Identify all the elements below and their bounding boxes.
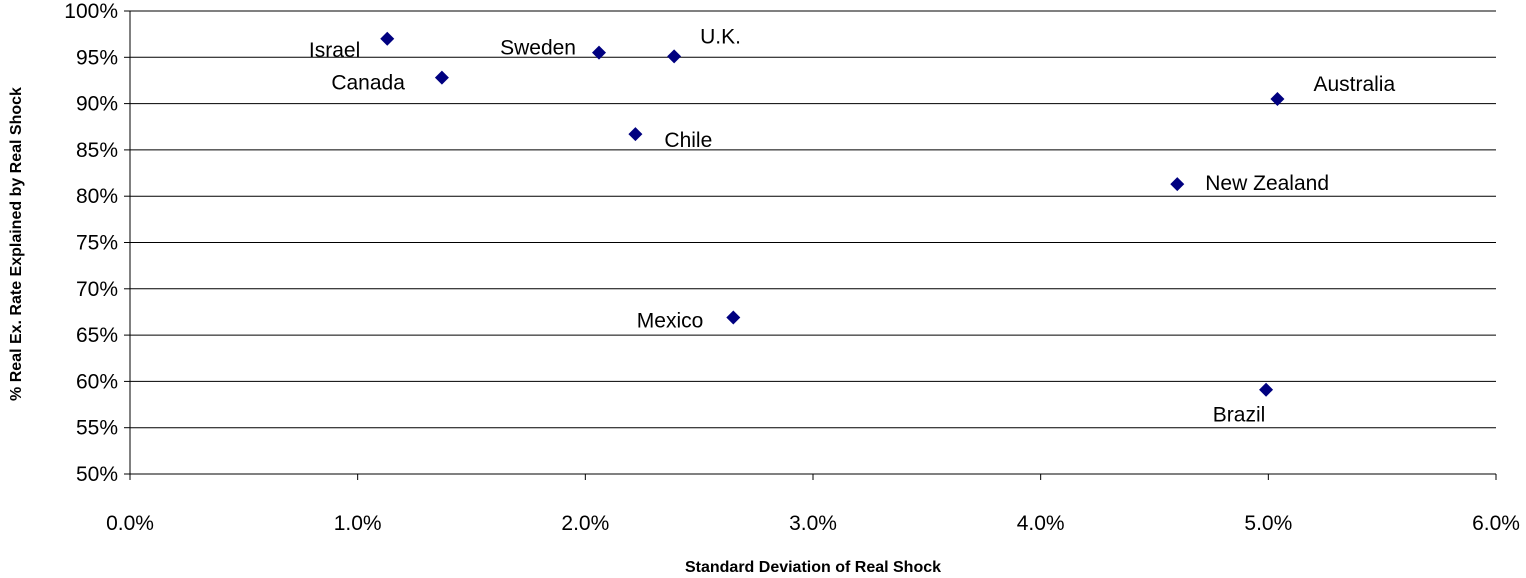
data-point-label: Australia	[1313, 73, 1395, 96]
y-tick-label: 75%	[76, 232, 118, 255]
data-point-marker	[1270, 91, 1285, 106]
x-tick-labels: 0.0% 1.0% 2.0% 3.0% 4.0% 5.0% 6.0%	[106, 512, 1520, 535]
x-tick-label: 4.0%	[1017, 512, 1065, 535]
data-point-label: Sweden	[500, 37, 576, 60]
data-point-marker	[591, 45, 606, 60]
y-tick-label: 85%	[76, 139, 118, 162]
data-point-marker	[380, 31, 395, 46]
data-point-marker	[1259, 382, 1274, 397]
data-point-label: Brazil	[1213, 404, 1266, 427]
data-point-label: U.K.	[700, 25, 741, 48]
x-tick-label: 5.0%	[1244, 512, 1292, 535]
data-point-label: Canada	[331, 72, 405, 95]
data-point-marker	[1170, 177, 1185, 192]
data-point-label: New Zealand	[1205, 172, 1329, 195]
x-tick-label: 6.0%	[1472, 512, 1520, 535]
y-tick-label: 80%	[76, 185, 118, 208]
data-point-marker	[628, 127, 643, 142]
y-tick-label: 90%	[76, 93, 118, 116]
y-tick-labels: 50% 55% 60% 65% 70% 75% 80% 85% 90% 95% 100%	[64, 0, 118, 486]
data-point-marker	[434, 70, 449, 85]
x-tick-label: 0.0%	[106, 512, 154, 535]
point-labels: Israel Canada Sweden U.K. Chile Mexico New Zea…	[309, 25, 1396, 426]
data-point-label: Chile	[664, 129, 712, 152]
y-axis-title: % Real Ex. Rate Explained by Real Shock	[8, 87, 25, 401]
y-tick-label: 70%	[76, 278, 118, 301]
axes	[124, 10, 1497, 480]
data-point-marker	[667, 49, 682, 64]
data-point-label: Mexico	[637, 310, 704, 333]
y-tick-label: 60%	[76, 370, 118, 393]
y-tick-label: 50%	[76, 463, 118, 486]
x-tick-label: 1.0%	[334, 512, 382, 535]
y-tick-label: 95%	[76, 46, 118, 69]
data-points	[380, 31, 1285, 397]
x-tick-label: 2.0%	[561, 512, 609, 535]
y-tick-label: 55%	[76, 417, 118, 440]
y-tick-label: 65%	[76, 324, 118, 347]
data-point-label: Israel	[309, 39, 360, 62]
y-tick-label: 100%	[64, 0, 118, 23]
x-axis-title: Standard Deviation of Real Shock	[685, 559, 941, 576]
gridlines	[130, 10, 1496, 429]
data-point-marker	[726, 310, 741, 325]
x-tick-label: 3.0%	[789, 512, 837, 535]
